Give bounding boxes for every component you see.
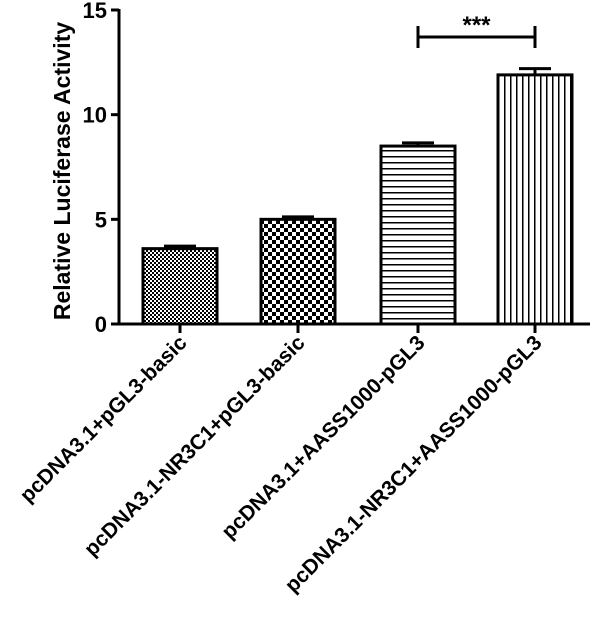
y-tick-label: 0 — [95, 312, 107, 337]
y-axis-title: Relative Luciferase Activity — [49, 22, 75, 320]
y-tick-label: 5 — [95, 207, 107, 232]
y-tick-label: 15 — [83, 0, 107, 23]
bar — [496, 73, 574, 326]
x-tick-label: pcDNA3.1-NR3C1+pGL3-basic — [80, 331, 310, 561]
x-tick-label: pcDNA3.1-NR3C1+AASS1000-pGL3 — [281, 331, 547, 597]
x-tick-label: pcDNA3.1+AASS1000-pGL3 — [217, 331, 429, 543]
bar — [259, 217, 337, 326]
y-tick-label: 10 — [83, 103, 107, 128]
plot-area: 051015pcDNA3.1+pGL3-basicpcDNA3.1-NR3C1+… — [16, 0, 590, 597]
bar — [141, 247, 219, 326]
bar — [379, 144, 457, 326]
significance-label: *** — [462, 12, 491, 39]
